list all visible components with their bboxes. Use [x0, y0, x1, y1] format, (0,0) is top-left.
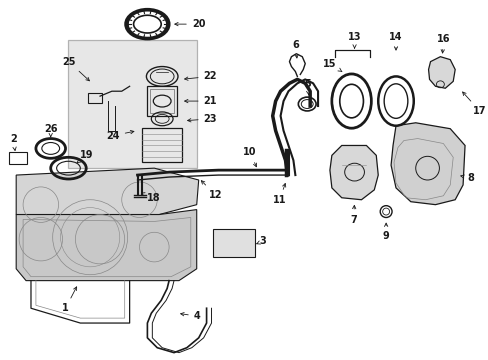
Bar [147, 86, 177, 116]
Text: 16: 16 [436, 34, 449, 53]
Text: 18: 18 [141, 193, 161, 203]
Text: 22: 22 [184, 71, 217, 81]
Polygon shape [16, 210, 196, 281]
Text: 19: 19 [77, 150, 94, 163]
Text: 6: 6 [291, 40, 298, 58]
Polygon shape [390, 123, 464, 205]
Text: 20: 20 [174, 19, 205, 29]
Text: 23: 23 [187, 114, 217, 124]
Text: 12: 12 [201, 181, 222, 200]
Text: 4: 4 [180, 311, 200, 321]
Text: 15: 15 [323, 59, 341, 72]
Bar [150, 89, 174, 113]
Polygon shape [329, 145, 378, 200]
Text: 17: 17 [462, 92, 486, 116]
Text: 7: 7 [349, 206, 356, 225]
Bar [142, 128, 182, 162]
Text: 1: 1 [62, 287, 77, 313]
Bar [68, 40, 196, 168]
Polygon shape [427, 57, 454, 88]
Polygon shape [16, 168, 198, 215]
Bar [9, 152, 27, 164]
Text: 26: 26 [44, 124, 58, 137]
Text: 21: 21 [184, 96, 217, 106]
Text: 14: 14 [388, 32, 402, 50]
Text: 3: 3 [256, 236, 266, 246]
Text: 11: 11 [272, 184, 286, 205]
Bar [88, 93, 102, 103]
Text: 10: 10 [243, 147, 256, 167]
Text: 2: 2 [10, 134, 17, 150]
Text: 25: 25 [62, 57, 89, 81]
Text: 24: 24 [106, 130, 134, 141]
Bar [213, 229, 254, 257]
Text: 5: 5 [303, 79, 310, 95]
Text: 8: 8 [460, 173, 473, 183]
Text: 9: 9 [382, 223, 389, 241]
Text: 13: 13 [347, 32, 361, 48]
